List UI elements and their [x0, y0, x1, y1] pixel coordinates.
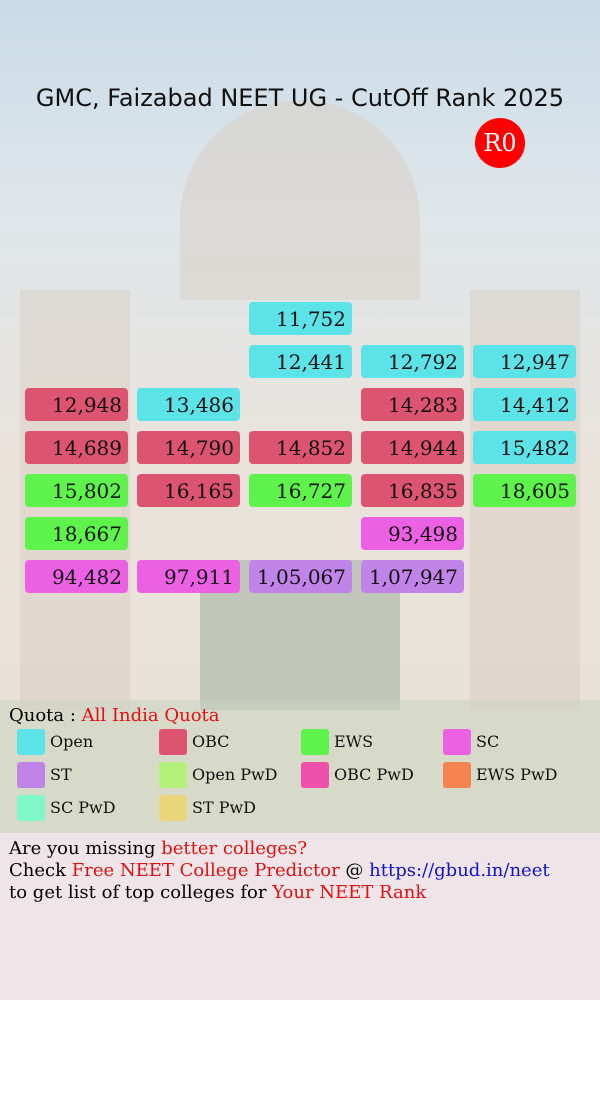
rank-cell: 14,412	[473, 388, 576, 421]
footer-text: Are you missing	[9, 838, 162, 859]
footer-text: Free NEET College Predictor	[71, 860, 340, 881]
legend-label: ST	[50, 765, 72, 784]
rank-cell: 14,283	[361, 388, 464, 421]
rank-cell: 1,05,067	[249, 560, 352, 593]
footer-line: Check Free NEET College Predictor @ http…	[9, 860, 550, 881]
rank-cell: 14,790	[137, 431, 240, 464]
rank-cell: 18,605	[473, 474, 576, 507]
ground	[0, 700, 600, 833]
rank-cell: 12,441	[249, 345, 352, 378]
rank-cell: 14,852	[249, 431, 352, 464]
legend-label: SC	[476, 732, 500, 751]
round-badge: R0	[475, 118, 525, 168]
footer: Are you missing better colleges? Check Fr…	[0, 833, 600, 1000]
legend-swatch	[17, 795, 45, 821]
rank-cell: 16,727	[249, 474, 352, 507]
rank-cell: 12,947	[473, 345, 576, 378]
legend-swatch	[443, 729, 471, 755]
footer-line: Are you missing better colleges?	[9, 838, 307, 859]
legend-swatch	[301, 762, 329, 788]
legend-swatch	[159, 762, 187, 788]
rank-cell: 16,835	[361, 474, 464, 507]
legend-label: EWS	[334, 732, 374, 751]
rank-cell: 12,792	[361, 345, 464, 378]
arch-top	[180, 100, 420, 300]
rank-cell: 16,165	[137, 474, 240, 507]
rank-cell: 14,944	[361, 431, 464, 464]
rank-cell: 12,948	[25, 388, 128, 421]
rank-cell: 13,486	[137, 388, 240, 421]
footer-text: @	[339, 860, 370, 881]
footer-line: to get list of top colleges for Your NEE…	[9, 882, 426, 903]
legend-swatch	[17, 762, 45, 788]
footer-text: Check	[9, 860, 72, 881]
rank-cell: 94,482	[25, 560, 128, 593]
quota: Quota : All India Quota	[9, 705, 220, 726]
legend-label: OBC PwD	[334, 765, 414, 784]
footer-text: https://gbud.in/neet	[369, 860, 550, 881]
rank-cell: 18,667	[25, 517, 128, 550]
legend-label: Open	[50, 732, 94, 751]
rank-cell: 14,689	[25, 431, 128, 464]
footer-text: better colleges?	[161, 838, 307, 859]
title: GMC, Faizabad NEET UG - CutOff Rank 2025	[35, 84, 565, 112]
rank-cell: 11,752	[249, 302, 352, 335]
legend-label: EWS PwD	[476, 765, 558, 784]
legend-swatch	[443, 762, 471, 788]
rank-cell: 15,802	[25, 474, 128, 507]
legend-swatch	[301, 729, 329, 755]
rank-cell: 97,911	[137, 560, 240, 593]
legend-label: SC PwD	[50, 798, 116, 817]
quota-label: Quota :	[9, 705, 76, 726]
rank-cell: 15,482	[473, 431, 576, 464]
footer-text: to get list of top colleges for	[9, 882, 273, 903]
legend-label: OBC	[192, 732, 230, 751]
legend-label: Open PwD	[192, 765, 278, 784]
legend-swatch	[159, 729, 187, 755]
footer-text: Your NEET Rank	[272, 882, 427, 903]
legend-label: ST PwD	[192, 798, 257, 817]
rank-cell: 93,498	[361, 517, 464, 550]
quota-value: All India Quota	[81, 705, 220, 726]
rank-cell: 1,07,947	[361, 560, 464, 593]
legend-swatch	[159, 795, 187, 821]
legend-swatch	[17, 729, 45, 755]
